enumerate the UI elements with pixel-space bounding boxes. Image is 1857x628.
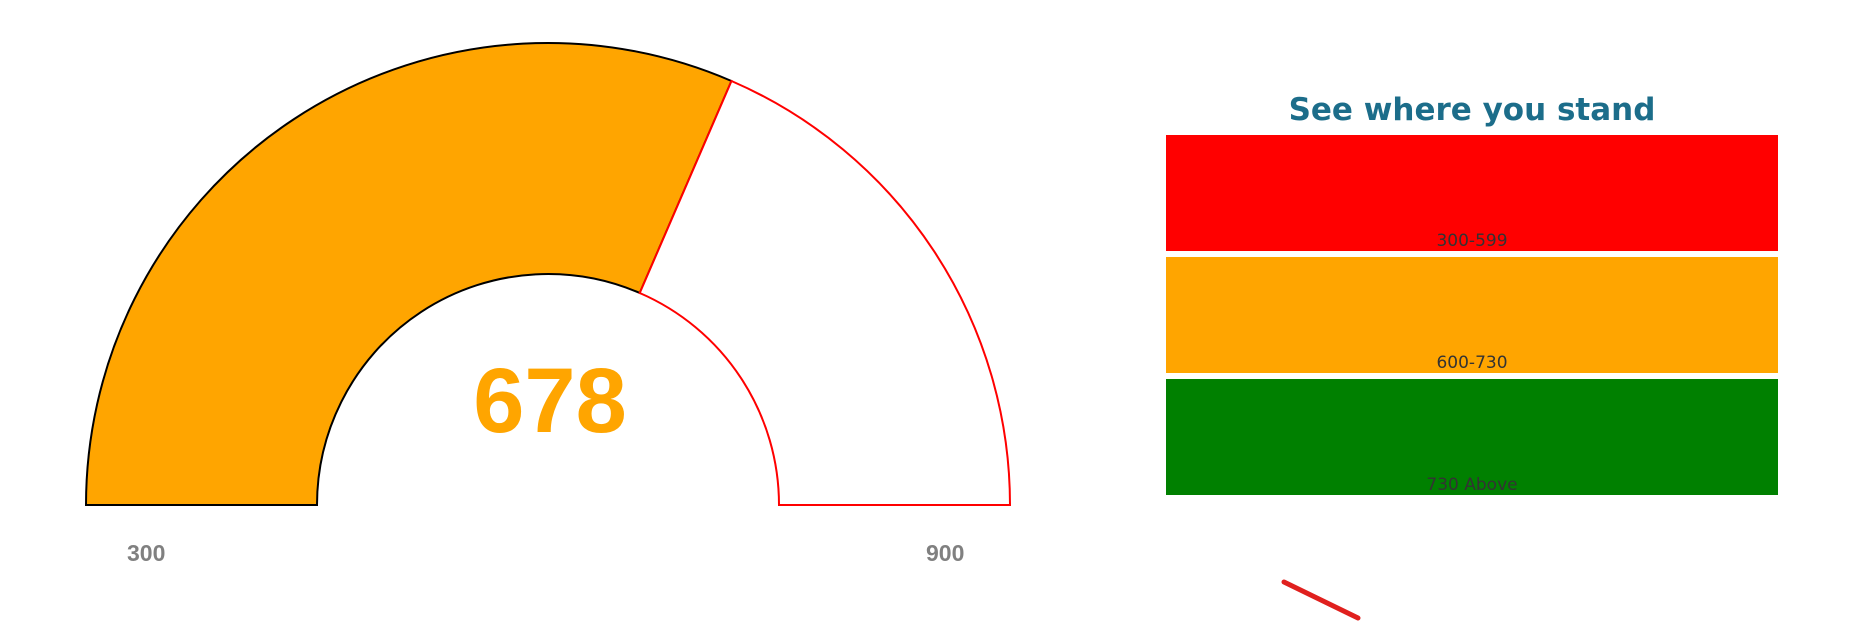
score-legend: See where you stand 300-599 600-730 730 … (1166, 85, 1778, 501)
gauge-min-label: 300 (127, 540, 166, 566)
legend-band-label: 300-599 (1436, 231, 1508, 251)
legend-band-good: 730 Above (1166, 379, 1778, 495)
legend-band-label: 730 Above (1426, 475, 1518, 495)
gauge-arc (84, 42, 1012, 506)
legend-title: See where you stand (1288, 92, 1656, 128)
gauge-score-value: 678 (473, 350, 627, 452)
gauge-remaining-arc (638, 79, 1012, 506)
legend-band-poor: 300-599 (1166, 135, 1778, 251)
stray-stroke-mark (1281, 579, 1361, 621)
credit-score-gauge: 678 300 900 (84, 42, 1012, 566)
legend-band-label: 600-730 (1436, 353, 1508, 373)
legend-band-fair: 600-730 (1166, 257, 1778, 373)
gauge-filled-arc (84, 42, 733, 506)
gauge-max-label: 900 (926, 540, 965, 566)
